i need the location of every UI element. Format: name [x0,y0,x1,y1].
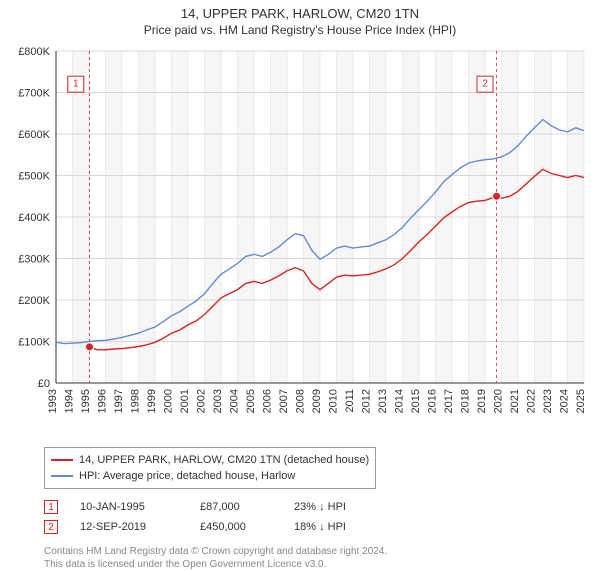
legend-swatch [51,475,73,477]
svg-text:£300K: £300K [18,254,50,266]
chart-title: 14, UPPER PARK, HARLOW, CM20 1TN [0,0,600,21]
svg-text:1: 1 [73,79,79,90]
svg-text:2016: 2016 [427,389,439,413]
svg-text:2011: 2011 [344,389,356,413]
transaction-marker: 2 [44,520,58,534]
chart-subtitle: Price paid vs. HM Land Registry's House … [0,21,600,43]
transaction-price: £87,000 [200,501,294,513]
svg-text:2020: 2020 [493,389,505,413]
svg-text:1999: 1999 [146,389,158,413]
svg-text:2015: 2015 [410,389,422,413]
page-container: 14, UPPER PARK, HARLOW, CM20 1TN Price p… [0,0,600,560]
svg-text:1994: 1994 [64,389,76,413]
svg-text:2014: 2014 [394,389,406,413]
transactions-table: 1 10-JAN-1995£87,00023% ↓ HPI 2 12-SEP-2019… [44,497,564,537]
svg-text:1995: 1995 [80,389,92,413]
svg-text:2023: 2023 [542,389,554,413]
transaction-row: 1 10-JAN-1995£87,00023% ↓ HPI [44,497,564,517]
transaction-pct: 23% ↓ HPI [294,501,414,513]
svg-text:1993: 1993 [47,389,59,413]
svg-text:1998: 1998 [130,389,142,413]
svg-text:£100K: £100K [18,337,50,349]
svg-text:2007: 2007 [278,389,290,413]
footer-attribution: Contains HM Land Registry data © Crown c… [44,545,564,571]
svg-text:2019: 2019 [476,389,488,413]
svg-text:2025: 2025 [575,389,587,413]
svg-text:2010: 2010 [328,389,340,413]
svg-text:2008: 2008 [295,389,307,413]
svg-text:2003: 2003 [212,389,224,413]
transaction-date: 12-SEP-2019 [80,521,200,533]
transaction-marker: 1 [44,500,58,514]
svg-text:£800K: £800K [18,46,50,58]
legend: 14, UPPER PARK, HARLOW, CM20 1TN (detach… [44,447,376,489]
svg-text:2022: 2022 [526,389,538,413]
svg-text:2017: 2017 [443,389,455,413]
svg-text:2018: 2018 [460,389,472,413]
svg-text:2013: 2013 [377,389,389,413]
svg-text:2000: 2000 [163,389,175,413]
transaction-date: 10-JAN-1995 [80,501,200,513]
bottom-panel: 14, UPPER PARK, HARLOW, CM20 1TN (detach… [0,443,600,571]
legend-row: HPI: Average price, detached house, Harl… [51,468,369,484]
legend-row: 14, UPPER PARK, HARLOW, CM20 1TN (detach… [51,452,369,468]
transaction-row: 2 12-SEP-2019£450,00018% ↓ HPI [44,517,564,537]
svg-text:£400K: £400K [18,212,50,224]
svg-text:2002: 2002 [196,389,208,413]
chart-area: £0 £100K £200K £300K £400K £500K £600K £700K £80… [0,43,600,443]
svg-text:2001: 2001 [179,389,191,413]
svg-text:£0: £0 [38,378,50,390]
svg-text:1997: 1997 [113,389,125,413]
svg-text:2012: 2012 [361,389,373,413]
legend-label: 14, UPPER PARK, HARLOW, CM20 1TN (detach… [79,452,369,468]
svg-text:£600K: £600K [18,129,50,141]
svg-text:1996: 1996 [97,389,109,413]
svg-text:£700K: £700K [18,88,50,100]
line-chart: £0 £100K £200K £300K £400K £500K £600K £700K £80… [0,43,600,443]
svg-text:£500K: £500K [18,171,50,183]
svg-text:2021: 2021 [509,389,521,413]
svg-text:2: 2 [482,79,488,90]
svg-text:2005: 2005 [245,389,257,413]
svg-text:£200K: £200K [18,295,50,307]
svg-text:2024: 2024 [559,389,571,413]
transaction-pct: 18% ↓ HPI [294,521,414,533]
transaction-price: £450,000 [200,521,294,533]
legend-label: HPI: Average price, detached house, Harl… [79,468,295,484]
svg-text:2006: 2006 [262,389,274,413]
svg-text:2009: 2009 [311,389,323,413]
legend-swatch [51,459,73,461]
svg-text:2004: 2004 [229,389,241,413]
footer-line-1: Contains HM Land Registry data © Crown c… [44,545,564,558]
